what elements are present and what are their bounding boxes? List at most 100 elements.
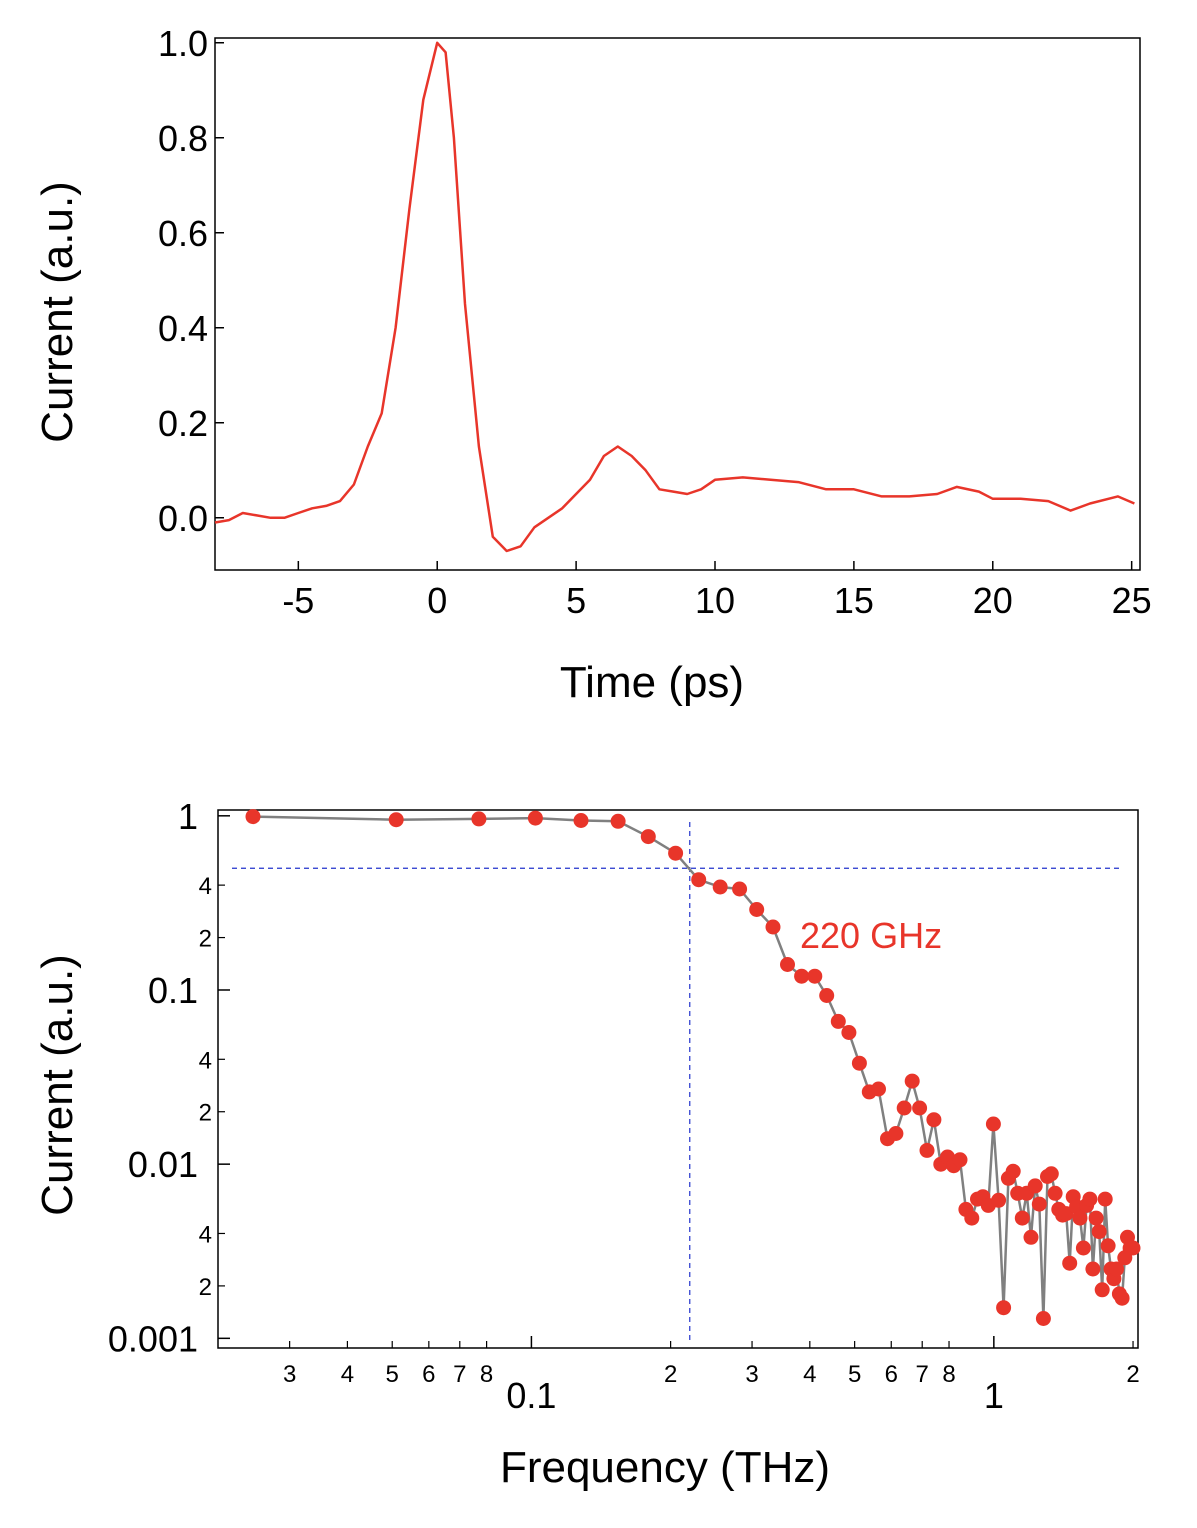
time-x-tick-label: 10 [695, 580, 735, 621]
spectrum-x-minor-tick-label: 2 [664, 1361, 677, 1388]
time-x-tick-label: -5 [282, 580, 314, 621]
spectrum-data-point [1091, 1224, 1107, 1240]
spectrum-data-point [1088, 1210, 1104, 1226]
spectrum-data-point [1014, 1210, 1030, 1226]
spectrum-y-major-tick-label: 0.1 [148, 970, 198, 1011]
spectrum-data-point [780, 957, 795, 972]
time-y-tick-label: 0.8 [158, 118, 208, 159]
spectrum-x-minor-tick-label: 5 [386, 1361, 399, 1388]
spectrum-data-point [851, 1055, 867, 1071]
spectrum-data-point [926, 1112, 942, 1128]
spectrum-data-point [807, 968, 823, 984]
spectrum-y-minor-tick-label: 2 [199, 1100, 212, 1127]
spectrum-data-point [830, 1013, 846, 1029]
spectrum-y-minor-tick-label: 2 [199, 1274, 212, 1301]
time-x-tick-label: 20 [973, 580, 1013, 621]
time-x-tick-label: 25 [1112, 580, 1152, 621]
spectrum-data-point [996, 1300, 1012, 1316]
spectrum-x-minor-tick-label: 6 [422, 1361, 435, 1388]
spectrum-data-point [1023, 1229, 1039, 1245]
spectrum-x-minor-tick-label: 4 [803, 1361, 816, 1388]
spectrum-data-point [1035, 1311, 1051, 1326]
spectrum-chart-y-axis-title: Current (a.u.) [33, 954, 82, 1216]
time-chart-frame [214, 37, 1141, 571]
time-y-tick-label: 0.6 [158, 213, 208, 254]
spectrum-y-minor-tick-label: 4 [199, 1047, 212, 1074]
time-x-tick-label: 15 [834, 580, 874, 621]
spectrum-data-point [919, 1142, 935, 1158]
spectrum-chart-x-axis-title: Frequency (THz) [500, 1443, 830, 1492]
spectrum-data-point [245, 809, 261, 825]
spectrum-data-point [765, 919, 781, 935]
time-y-tick-label: 0.4 [158, 308, 208, 349]
spectrum-x-minor-tick-label: 8 [480, 1361, 493, 1388]
spectrum-x-major-tick-label: 0.1 [506, 1375, 556, 1416]
spectrum-data-point [691, 872, 707, 888]
spectrum-x-minor-tick-label: 7 [916, 1361, 929, 1388]
spectrum-data-point [985, 1116, 1001, 1132]
spectrum-data-point [1072, 1210, 1088, 1226]
time-x-tick-label: 5 [566, 580, 586, 621]
time-series-line [214, 41, 1135, 553]
spectrum-y-minor-tick-label: 4 [199, 1221, 212, 1248]
spectrum-data-point [1027, 1178, 1043, 1194]
spectrum-data-point [1082, 1191, 1098, 1207]
time-y-tick-label: 0.2 [158, 403, 208, 444]
time-chart-x-axis-title: Time (ps) [560, 658, 744, 707]
spectrum-x-minor-tick-label: 5 [848, 1361, 861, 1388]
spectrum-data-point [1097, 1191, 1113, 1207]
spectrum-data-point [1005, 1163, 1021, 1179]
spectrum-y-minor-tick-label: 2 [199, 926, 212, 953]
time-chart-y-axis-title: Current (a.u.) [33, 181, 82, 443]
spectrum-data-point [952, 1152, 968, 1168]
spectrum-data-point [841, 1025, 857, 1040]
spectrum-data-point [1031, 1196, 1047, 1212]
spectrum-x-minor-tick-label: 7 [453, 1361, 466, 1388]
spectrum-chart-plot-area [232, 809, 1141, 1340]
spectrum-data-point [471, 811, 487, 827]
spectrum-data-point [1125, 1240, 1141, 1256]
spectrum-data-point [896, 1100, 912, 1116]
spectrum-data-point [527, 810, 543, 826]
time-x-tick-label: 0 [427, 580, 447, 621]
time-y-tick-label: 0.0 [158, 498, 208, 539]
spectrum-x-minor-tick-label: 4 [341, 1361, 354, 1388]
spectrum-data-point [712, 879, 728, 895]
time-domain-chart: -5 0 5 10 15 20 25 0.0 0.2 0.4 0.6 0.8 1.0 Time (ps)… [33, 23, 1152, 707]
spectrum-data-point [732, 881, 748, 897]
cutoff-frequency-annotation: 220 GHz [800, 915, 942, 956]
spectrum-data-point [1094, 1282, 1110, 1298]
spectrum-data-point [640, 829, 656, 845]
spectrum-y-major-tick-label: 0.001 [108, 1318, 198, 1359]
time-chart-ticks: -5 0 5 10 15 20 25 0.0 0.2 0.4 0.6 0.8 1.0 [158, 23, 1152, 621]
spectrum-data-point [1100, 1238, 1116, 1254]
spectrum-data-point [964, 1210, 980, 1226]
spectrum-data-point [668, 845, 684, 861]
spectrum-chart-frame [217, 809, 1139, 1349]
spectrum-data-point [1114, 1290, 1130, 1306]
spectrum-data-point [1043, 1166, 1059, 1182]
spectrum-data-point [1085, 1261, 1101, 1277]
spectrum-data-point [573, 813, 589, 828]
spectrum-data-point [1075, 1240, 1091, 1256]
spectrum-y-minor-tick-label: 4 [199, 873, 212, 900]
spectrum-data-point [1109, 1261, 1125, 1277]
spectrum-x-minor-tick-label: 3 [283, 1361, 296, 1388]
spectrum-data-point [1062, 1255, 1078, 1271]
spectrum-data-point [610, 813, 626, 829]
spectrum-data-point [871, 1081, 886, 1097]
spectrum-x-major-tick-label: 1 [984, 1375, 1004, 1416]
time-y-tick-label: 1.0 [158, 23, 208, 64]
spectrum-data-point [991, 1192, 1007, 1208]
spectrum-x-minor-tick-label: 6 [885, 1361, 898, 1388]
spectrum-y-major-tick-label: 1 [178, 796, 198, 837]
spectrum-y-major-tick-label: 0.01 [128, 1144, 198, 1185]
spectrum-data-point [794, 968, 810, 984]
spectrum-data-point [388, 812, 404, 828]
spectrum-data-point [888, 1126, 904, 1141]
spectrum-data-point [912, 1100, 928, 1116]
